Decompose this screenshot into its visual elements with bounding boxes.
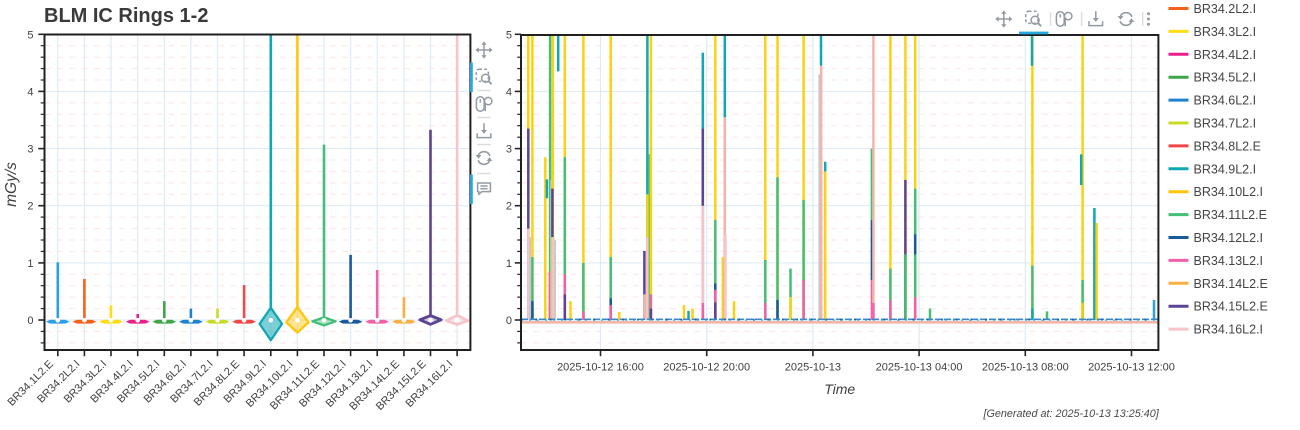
svg-text:BR34.3L2.I: BR34.3L2.I [1194,25,1257,39]
svg-text:BR34.5L2.I: BR34.5L2.I [1194,71,1257,85]
svg-text:mGy/s: mGy/s [3,162,20,207]
svg-text:3: 3 [27,144,33,156]
svg-text:BR34.8L2.E: BR34.8L2.E [1194,139,1261,153]
svg-text:BR34.14L2.E: BR34.14L2.E [1194,277,1268,291]
svg-text:2025-10-13 04:00: 2025-10-13 04:00 [876,362,963,374]
svg-text:2025-10-13: 2025-10-13 [785,362,841,374]
svg-text:BR34.7L2.I: BR34.7L2.I [1194,117,1257,131]
svg-text:0: 0 [27,315,33,327]
svg-text:2025-10-12 16:00: 2025-10-12 16:00 [557,362,644,374]
svg-text:3: 3 [506,144,512,156]
svg-text:1: 1 [27,258,33,270]
svg-text:5: 5 [506,29,512,41]
svg-text:2025-10-12 20:00: 2025-10-12 20:00 [663,362,750,374]
svg-text:BR34.11L2.E: BR34.11L2.E [1194,208,1267,222]
svg-text:2: 2 [506,201,512,213]
svg-text:BR34.12L2.I: BR34.12L2.I [1194,231,1264,245]
svg-text:BR34.16L2.I: BR34.16L2.I [1194,323,1264,337]
svg-text:5: 5 [27,29,33,41]
svg-text:BLM IC Rings 1-2: BLM IC Rings 1-2 [44,5,208,27]
svg-text:2025-10-13 12:00: 2025-10-13 12:00 [1088,362,1175,374]
svg-text:BR34.10L2.I: BR34.10L2.I [1194,185,1264,199]
svg-text:4: 4 [506,86,512,98]
svg-text:1: 1 [506,258,512,270]
svg-text:Time: Time [824,381,855,397]
svg-text:[Generated at: 2025-10-13 13:2: [Generated at: 2025-10-13 13:25:40] [983,408,1160,420]
svg-text:BR34.4L2.I: BR34.4L2.I [1194,48,1257,62]
svg-text:4: 4 [27,86,33,98]
svg-text:2: 2 [27,201,33,213]
svg-text:BR34.9L2.I: BR34.9L2.I [1194,162,1257,176]
svg-text:BR34.6L2.I: BR34.6L2.I [1194,94,1257,108]
svg-text:2025-10-13 08:00: 2025-10-13 08:00 [982,362,1069,374]
svg-text:BR34.2L2.I: BR34.2L2.I [1194,2,1257,16]
svg-text:BR34.13L2.I: BR34.13L2.I [1194,254,1264,268]
svg-text:0: 0 [506,315,512,327]
svg-text:BR34.15L2.E: BR34.15L2.E [1194,300,1268,314]
